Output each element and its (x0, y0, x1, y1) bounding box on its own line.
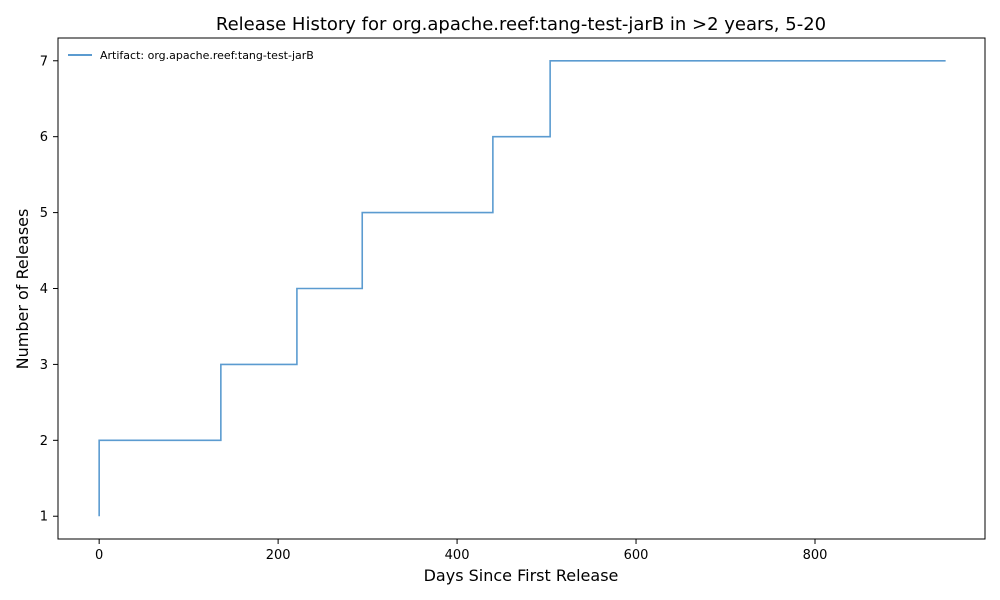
x-tick-label: 600 (624, 548, 649, 563)
series-line-0 (98, 59, 946, 517)
chart-title: Release History for org.apache.reef:tang… (216, 14, 826, 35)
x-axis: 0 200 400 600 800 (95, 539, 827, 563)
y-tick-label: 5 (40, 206, 48, 221)
x-tick-label: 400 (445, 548, 470, 563)
y-tick-label: 4 (40, 282, 48, 297)
x-tick-label: 200 (266, 548, 291, 563)
legend-label: Artifact: org.apache.reef:tang-test-jarB (100, 49, 314, 62)
y-tick-label: 3 (40, 358, 48, 373)
plot-frame (57, 37, 986, 540)
y-tick-label: 1 (40, 510, 48, 525)
series-layer (98, 59, 946, 517)
x-tick-label: 0 (95, 548, 103, 563)
y-axis: 1 2 3 4 5 6 7 (40, 54, 58, 525)
y-tick-label: 7 (40, 54, 48, 69)
x-tick-label: 800 (803, 548, 828, 563)
y-axis-label: Number of Releases (13, 209, 32, 370)
y-tick-label: 6 (40, 130, 48, 145)
x-axis-label: Days Since First Release (424, 566, 619, 585)
legend: Artifact: org.apache.reef:tang-test-jarB (68, 49, 314, 62)
y-tick-label: 2 (40, 434, 48, 449)
